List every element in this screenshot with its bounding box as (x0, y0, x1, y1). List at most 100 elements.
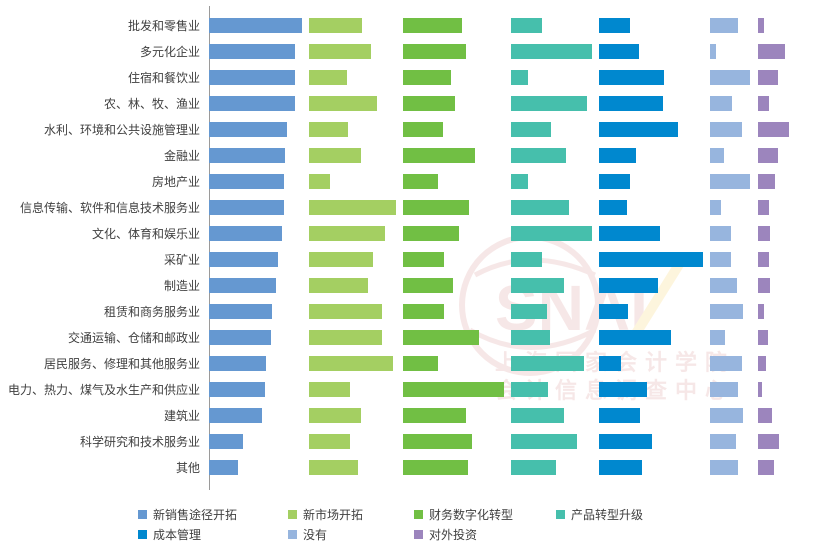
bar-series-6 (758, 174, 775, 189)
legend-swatch (288, 510, 297, 519)
bar-series-1 (309, 460, 358, 475)
chart-row: 金融业 (0, 143, 824, 169)
legend-swatch (138, 530, 147, 539)
category-label: 其他 (175, 461, 200, 475)
legend-swatch (138, 510, 147, 519)
bar-series-1 (309, 408, 361, 423)
bar-series-6 (758, 44, 785, 59)
bar-series-4 (599, 278, 658, 293)
bar-series-2 (403, 18, 462, 33)
bar-series-6 (758, 460, 774, 475)
bar-series-3 (511, 356, 584, 371)
category-label: 多元化企业 (139, 45, 200, 59)
bar-series-0 (209, 382, 265, 397)
chart-row: 其他 (0, 455, 824, 481)
bar-series-5 (710, 174, 750, 189)
category-label: 房地产业 (151, 175, 200, 189)
bar-series-3 (511, 122, 551, 137)
bar-series-3 (511, 18, 542, 33)
bar-series-1 (309, 96, 377, 111)
bar-series-6 (758, 70, 778, 85)
chart-row: 租赁和商务服务业 (0, 299, 824, 325)
bar-series-5 (710, 434, 736, 449)
bar-series-3 (511, 434, 577, 449)
chart-row: 住宿和餐饮业 (0, 65, 824, 91)
bar-series-3 (511, 330, 550, 345)
bar-series-0 (209, 226, 282, 241)
bar-series-3 (511, 304, 547, 319)
bar-series-5 (710, 200, 721, 215)
bar-series-6 (758, 226, 770, 241)
bar-series-5 (710, 148, 724, 163)
bar-series-5 (710, 330, 725, 345)
bar-series-2 (403, 304, 444, 319)
bar-series-1 (309, 18, 362, 33)
category-label: 制造业 (163, 279, 200, 293)
bar-series-3 (511, 174, 528, 189)
legend-swatch (414, 530, 423, 539)
bar-series-6 (758, 96, 769, 111)
bar-series-1 (309, 304, 382, 319)
bar-series-6 (758, 18, 764, 33)
bar-series-3 (511, 278, 564, 293)
chart-legend: 新销售途径开拓 新市场开拓 财务数字化转型 产品转型升级 成本管理 没有 对外投… (138, 508, 698, 544)
category-label: 交通运输、仓储和邮政业 (67, 331, 200, 345)
bar-series-4 (599, 96, 663, 111)
legend-swatch (414, 510, 423, 519)
bar-series-4 (599, 200, 627, 215)
chart-row: 多元化企业 (0, 39, 824, 65)
category-label: 文化、体育和娱乐业 (91, 227, 200, 241)
bar-series-2 (403, 330, 479, 345)
bar-series-2 (403, 200, 469, 215)
category-label: 住宿和餐饮业 (127, 71, 200, 85)
bar-series-4 (599, 122, 678, 137)
bar-series-1 (309, 122, 348, 137)
bar-series-2 (403, 70, 451, 85)
bar-series-3 (511, 226, 592, 241)
bar-series-2 (403, 122, 443, 137)
bar-series-5 (710, 382, 738, 397)
bar-series-5 (710, 226, 731, 241)
category-label: 租赁和商务服务业 (103, 305, 200, 319)
bar-series-5 (710, 96, 732, 111)
bar-series-5 (710, 304, 743, 319)
bar-series-0 (209, 18, 302, 33)
bar-series-6 (758, 122, 789, 137)
bar-series-4 (599, 226, 660, 241)
chart-row: 房地产业 (0, 169, 824, 195)
category-label: 农、林、牧、渔业 (103, 97, 200, 111)
bar-series-6 (758, 434, 779, 449)
bar-series-4 (599, 148, 636, 163)
legend-item: 对外投资 (414, 528, 477, 542)
chart-row: 农、林、牧、渔业 (0, 91, 824, 117)
legend-swatch (288, 530, 297, 539)
bar-series-6 (758, 278, 770, 293)
chart-row: 批发和零售业 (0, 13, 824, 39)
bar-series-0 (209, 356, 266, 371)
bar-series-1 (309, 434, 350, 449)
bar-series-1 (309, 278, 368, 293)
bar-series-0 (209, 434, 243, 449)
bar-series-0 (209, 200, 284, 215)
bar-series-0 (209, 96, 295, 111)
bar-series-5 (710, 122, 742, 137)
bar-series-5 (710, 70, 750, 85)
bar-series-4 (599, 174, 630, 189)
bar-series-4 (599, 382, 647, 397)
bar-series-6 (758, 382, 762, 397)
bar-series-4 (599, 330, 671, 345)
chart-row: 科学研究和技术服务业 (0, 429, 824, 455)
bar-series-1 (309, 382, 350, 397)
category-label: 电力、热力、煤气及水生产和供应业 (7, 383, 200, 397)
bar-series-5 (710, 356, 742, 371)
bar-series-1 (309, 200, 396, 215)
bar-series-0 (209, 148, 285, 163)
legend-item: 新市场开拓 (288, 508, 363, 522)
bar-series-2 (403, 174, 438, 189)
category-label: 居民服务、修理和其他服务业 (43, 357, 200, 371)
bar-series-4 (599, 44, 639, 59)
bar-series-6 (758, 356, 766, 371)
bar-series-1 (309, 70, 347, 85)
bar-series-3 (511, 148, 566, 163)
bar-series-5 (710, 18, 738, 33)
